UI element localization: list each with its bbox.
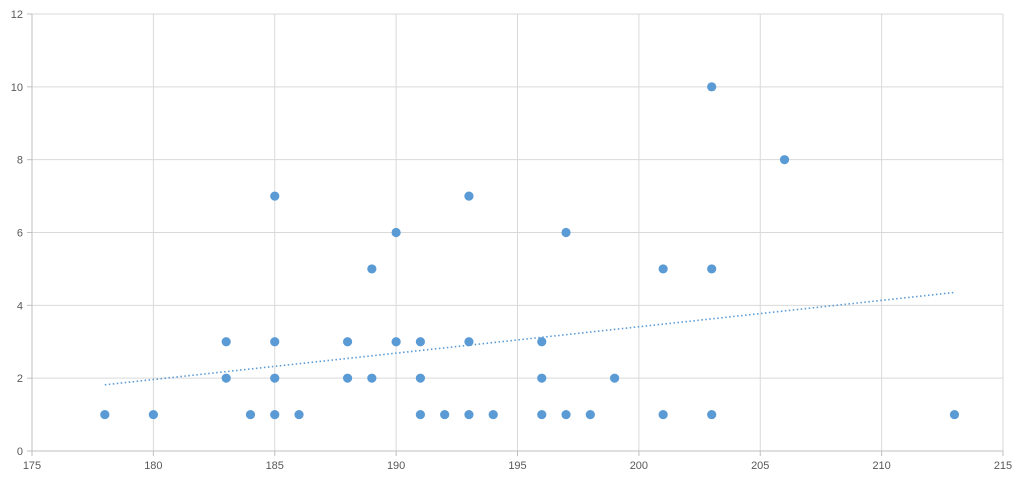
data-point (270, 337, 280, 347)
x-tick-label: 185 (266, 460, 284, 472)
y-tick-labels: 0 2 4 6 8 10 12 (11, 9, 23, 458)
data-point (221, 373, 231, 383)
data-point (658, 409, 668, 420)
data-point (415, 409, 425, 420)
data-points (100, 82, 960, 420)
x-tick-label: 210 (872, 460, 890, 472)
data-point (707, 264, 717, 274)
axes (27, 13, 1004, 456)
x-tick-label: 175 (23, 460, 41, 472)
data-point (100, 409, 110, 420)
data-point (585, 409, 595, 420)
x-tick-label: 205 (751, 460, 769, 472)
x-tick-label: 215 (994, 460, 1012, 472)
y-tick-label: 4 (17, 300, 23, 312)
x-tick-labels: 175 180 185 190 195 200 205 210 215 (23, 460, 1012, 472)
data-point (367, 264, 377, 274)
y-tick-label: 10 (11, 82, 23, 94)
x-tick-label: 195 (508, 460, 526, 472)
data-point (488, 409, 498, 420)
data-point (537, 337, 547, 347)
data-point (561, 227, 571, 238)
data-point (658, 264, 668, 274)
y-tick-label: 2 (17, 373, 23, 385)
data-point (391, 227, 401, 238)
x-tick-label: 180 (144, 460, 162, 472)
data-point (415, 337, 425, 347)
trendline (104, 291, 955, 386)
trendline-group (104, 291, 955, 386)
data-point (707, 82, 717, 92)
data-point (415, 373, 425, 383)
data-point (779, 155, 790, 165)
data-point (949, 409, 960, 420)
x-tick-label: 190 (387, 460, 405, 472)
data-point (342, 337, 353, 347)
data-point (270, 191, 280, 201)
data-point (561, 409, 571, 420)
data-point (391, 337, 401, 347)
data-point (270, 373, 280, 383)
data-point (707, 409, 717, 420)
data-point (270, 409, 280, 420)
y-tick-label: 0 (17, 446, 23, 458)
x-tick-label: 200 (630, 460, 648, 472)
data-point (610, 373, 620, 383)
y-tick-label: 6 (17, 228, 23, 240)
data-point (342, 373, 353, 383)
data-point (464, 191, 474, 201)
y-tick-label: 12 (11, 9, 23, 21)
gridlines (32, 13, 1004, 451)
data-point (367, 373, 377, 383)
data-point (221, 337, 231, 347)
data-point (537, 373, 547, 383)
data-point (537, 409, 547, 420)
data-point (464, 337, 474, 347)
data-point (440, 409, 450, 420)
y-tick-label: 8 (17, 155, 23, 167)
data-point (464, 409, 474, 420)
data-point (245, 409, 256, 420)
data-point (148, 409, 158, 420)
data-point (294, 409, 304, 420)
